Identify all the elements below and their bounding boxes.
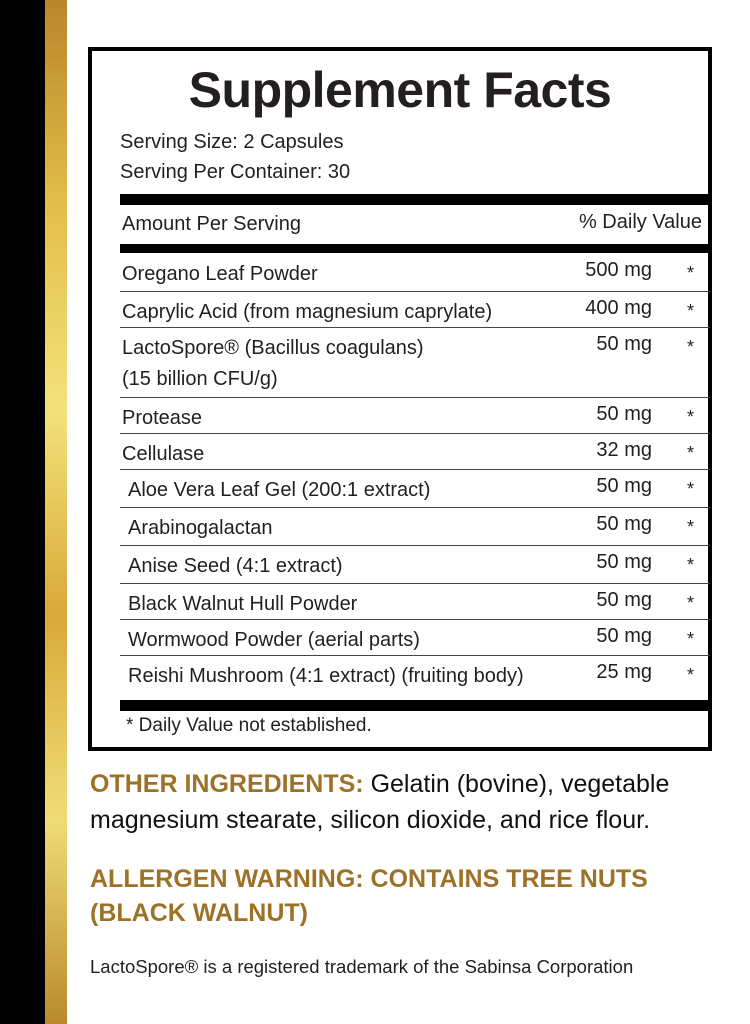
trademark-notice: LactoSpore® is a registered trademark of… — [90, 956, 634, 977]
ingredient-name: Anise Seed (4:1 extract) — [128, 551, 343, 582]
ingredient-row: LactoSpore® (Bacillus coagulans) (15 bill… — [120, 327, 710, 398]
ingredient-row: Cellulase 32 mg * — [120, 433, 710, 470]
ingredient-row: Caprylic Acid (from magnesium caprylate)… — [120, 291, 710, 328]
ingredient-amount: 25 mg — [596, 661, 652, 683]
ingredient-row: Aloe Vera Leaf Gel (200:1 extract) 50 mg * — [120, 469, 710, 508]
ingredient-name-line: (15 billion CFU/g) — [122, 368, 278, 390]
ingredient-amount: 400 mg — [585, 297, 652, 319]
other-ingredients-label: OTHER INGREDIENTS: — [90, 770, 364, 798]
ingredient-amount: 50 mg — [596, 513, 652, 535]
ingredient-name-line: Wormwood Powder (aerial parts) — [128, 629, 420, 651]
daily-value-asterisk: * — [686, 629, 694, 649]
daily-value-asterisk: * — [686, 479, 694, 499]
supplement-facts-panel: Supplement Facts Serving Size: 2 Capsule… — [88, 47, 712, 751]
daily-value-asterisk: * — [686, 337, 694, 357]
ingredient-row: Reishi Mushroom (4:1 extract) (fruiting … — [120, 655, 710, 693]
ingredient-name: Arabinogalactan — [128, 513, 273, 544]
ingredient-name-line: Arabinogalactan — [128, 517, 273, 539]
ingredient-amount: 50 mg — [596, 551, 652, 573]
gold-stripe — [45, 0, 67, 1024]
ingredient-name: Oregano Leaf Powder — [122, 259, 318, 290]
other-ingredients-text: Gelatin (bovine), vegetable magnesium st… — [90, 770, 670, 834]
ingredient-name: Black Walnut Hull Powder — [128, 589, 357, 620]
black-stripe — [0, 0, 45, 1024]
ingredient-name: Reishi Mushroom (4:1 extract) (fruiting … — [128, 661, 524, 692]
daily-value-asterisk: * — [686, 443, 694, 463]
ingredient-amount: 500 mg — [585, 259, 652, 281]
daily-value-asterisk: * — [686, 517, 694, 537]
thick-divider — [120, 194, 710, 205]
ingredient-name-line: LactoSpore® (Bacillus coagulans) — [122, 337, 424, 359]
ingredient-name: Protease — [122, 403, 202, 434]
other-ingredients: OTHER INGREDIENTS: Gelatin (bovine), veg… — [90, 766, 750, 838]
daily-value-asterisk: * — [686, 407, 694, 427]
thick-divider — [120, 244, 710, 253]
ingredient-name-line: Aloe Vera Leaf Gel (200:1 extract) — [128, 479, 431, 501]
allergen-warning: ALLERGEN WARNING: CONTAINS TREE NUTS (BL… — [90, 865, 648, 927]
ingredient-row: Black Walnut Hull Powder 50 mg * — [120, 583, 710, 620]
ingredient-row: Protease 50 mg * — [120, 397, 710, 434]
ingredient-row: Oregano Leaf Powder 500 mg * — [120, 253, 710, 292]
daily-value-asterisk: * — [686, 593, 694, 613]
ingredient-amount: 32 mg — [596, 439, 652, 461]
ingredient-name: Cellulase — [122, 439, 204, 470]
ingredient-row: Anise Seed (4:1 extract) 50 mg * — [120, 545, 710, 584]
ingredient-amount: 50 mg — [596, 333, 652, 355]
daily-value-asterisk: * — [686, 555, 694, 575]
ingredient-name-line: Cellulase — [122, 443, 205, 465]
ingredient-name-line: Protease — [122, 407, 203, 429]
panel-title: Supplement Facts — [188, 62, 612, 118]
thick-divider — [120, 700, 710, 711]
ingredient-name: Wormwood Powder (aerial parts) — [128, 625, 420, 656]
ingredient-row: Wormwood Powder (aerial parts) 50 mg * — [120, 619, 710, 656]
ingredient-row: Arabinogalactan 50 mg * — [120, 507, 710, 546]
ingredient-amount: 50 mg — [596, 625, 652, 647]
daily-value-asterisk: * — [686, 263, 694, 283]
ingredient-name-line: Black Walnut Hull Powder — [128, 593, 358, 615]
ingredient-amount: 50 mg — [596, 475, 652, 497]
ingredient-name-line: Anise Seed (4:1 extract) — [128, 555, 343, 577]
ingredient-name: LactoSpore® (Bacillus coagulans) (15 bill… — [122, 333, 424, 395]
ingredient-amount: 50 mg — [596, 589, 652, 611]
daily-value-asterisk: * — [686, 301, 694, 321]
serving-size: Serving Size: 2 Capsules — [120, 131, 344, 153]
dv-header: % Daily Value — [578, 211, 702, 233]
ingredient-name-line: Caprylic Acid (from magnesium caprylate) — [122, 301, 493, 323]
daily-value-asterisk: * — [686, 665, 694, 685]
ingredient-name: Aloe Vera Leaf Gel (200:1 extract) — [128, 475, 430, 506]
ingredient-name: Caprylic Acid (from magnesium caprylate) — [122, 297, 492, 328]
ingredient-amount: 50 mg — [596, 403, 652, 425]
footnote: * Daily Value not established. — [126, 715, 372, 736]
ingredient-name-line: Reishi Mushroom (4:1 extract) (fruiting … — [128, 665, 524, 687]
ingredient-name-line: Oregano Leaf Powder — [122, 263, 318, 285]
amount-header: Amount Per Serving — [122, 213, 301, 235]
servings-per-container: Serving Per Container: 30 — [120, 161, 351, 183]
